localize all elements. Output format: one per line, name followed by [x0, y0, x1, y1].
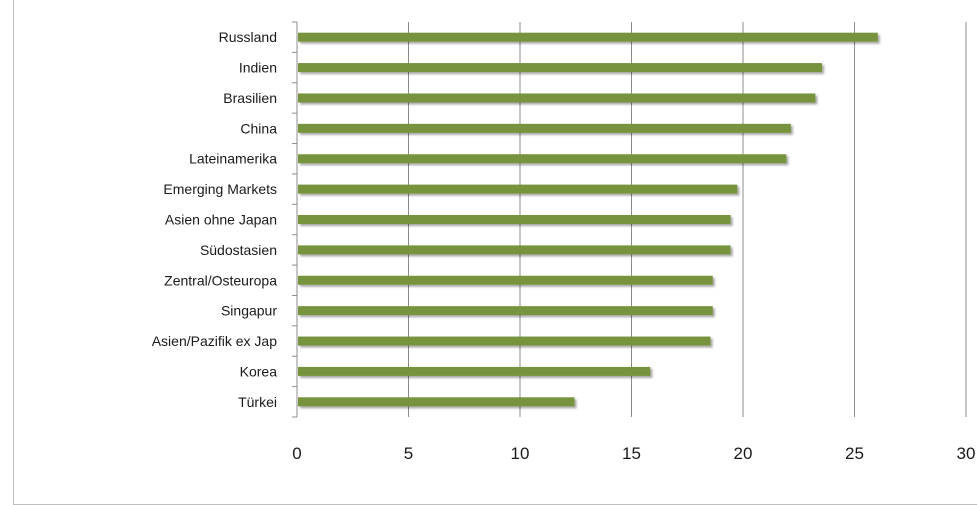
- bar: [298, 245, 731, 255]
- bar: [298, 215, 731, 224]
- category-label: Asien/Pazifik ex Jap: [152, 333, 277, 349]
- x-tick-label: 5: [404, 444, 413, 463]
- x-tick-label: 10: [511, 444, 530, 463]
- category-label: Lateinamerika: [189, 151, 277, 167]
- category-label: Asien ohne Japan: [165, 212, 277, 228]
- category-label: Korea: [240, 363, 278, 379]
- bar: [298, 184, 738, 194]
- x-tick-label: 30: [957, 444, 976, 463]
- x-tick-label: 0: [292, 444, 301, 463]
- x-tick-label: 25: [845, 444, 864, 463]
- bar: [298, 397, 575, 407]
- category-label: Russland: [219, 29, 277, 45]
- tick-labels: 0 5 10 15 20 25 30: [292, 444, 975, 463]
- bar: [298, 63, 823, 73]
- category-label: Südostasien: [200, 242, 277, 258]
- category-label: Emerging Markets: [163, 181, 277, 197]
- bar: [298, 154, 787, 164]
- x-tick-label: 20: [734, 444, 753, 463]
- bar: [298, 275, 713, 285]
- bar: [298, 123, 791, 133]
- bars: [298, 32, 878, 407]
- bar: [298, 32, 878, 42]
- category-label: Brasilien: [223, 90, 277, 106]
- bar: [298, 306, 713, 316]
- bar: [298, 336, 711, 346]
- category-label: Türkei: [238, 394, 277, 410]
- category-label: Singapur: [221, 303, 277, 319]
- category-label: Zentral/Osteuropa: [164, 272, 277, 288]
- category-labels: Russland Indien Brasilien China Lateinamerik…: [152, 29, 278, 410]
- bar: [298, 366, 651, 376]
- category-label: Indien: [239, 60, 277, 76]
- value-axis: [292, 21, 298, 418]
- x-tick-label: 15: [622, 444, 641, 463]
- bar: [298, 93, 816, 103]
- category-label: China: [240, 120, 277, 136]
